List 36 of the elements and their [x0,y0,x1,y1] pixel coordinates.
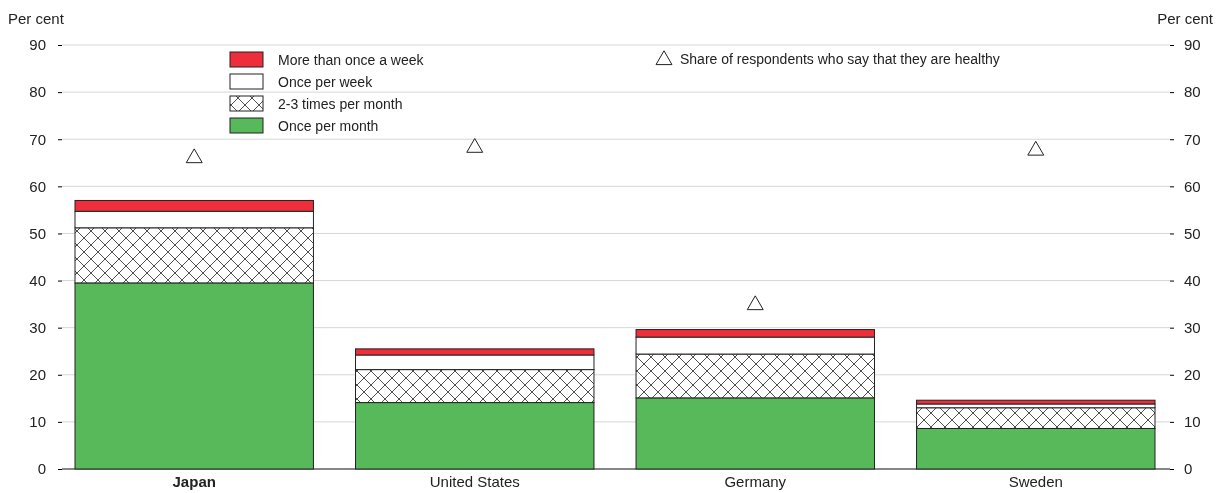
y2-tick-label: 20 [1184,366,1201,384]
y-tick-label: 60 [29,177,46,195]
bar [916,399,1156,405]
y2-tick-label: 50 [1184,224,1201,242]
y2-tick-label: 80 [1184,83,1201,101]
y-axis-title: Per cent [8,10,65,27]
y-tick-label: 50 [29,224,46,242]
y-tick-label: 10 [29,413,46,431]
x-tick-label: Germany [724,473,787,490]
legend-label: More than once a week [278,51,425,68]
y-tick-label: 20 [29,366,46,384]
legend-label: Once per month [278,117,379,134]
y2-tick-label: 10 [1184,413,1201,431]
legend-label: 2-3 times per month [278,95,403,112]
y2-tick-label: 30 [1184,318,1201,336]
point [1027,140,1045,156]
point [466,138,484,153]
y-tick-label: 80 [29,83,46,101]
y2-axis-title: Per cent [1157,10,1214,27]
point [746,295,764,311]
y2-tick-label: 0 [1184,460,1193,478]
x-tick-label: Sweden [1008,473,1063,490]
y-tick-label: 40 [29,271,46,289]
y-tick-label: 30 [29,318,46,336]
y2-tick-label: 60 [1184,177,1201,195]
y-tick-label: 0 [37,460,46,478]
legend-label: Share of respondents who say that they are healthy [680,51,1000,67]
y2-tick-label: 40 [1184,271,1201,289]
y-tick-label: 90 [29,36,46,54]
y2-tick-label: 90 [1184,36,1201,54]
y2-tick-label: 70 [1184,130,1201,148]
legend-label: Once per week [278,73,374,90]
x-tick-label: Japan [172,473,216,490]
y-tick-label: 70 [29,130,46,148]
point [185,148,203,164]
x-tick-label: United States [429,473,520,490]
